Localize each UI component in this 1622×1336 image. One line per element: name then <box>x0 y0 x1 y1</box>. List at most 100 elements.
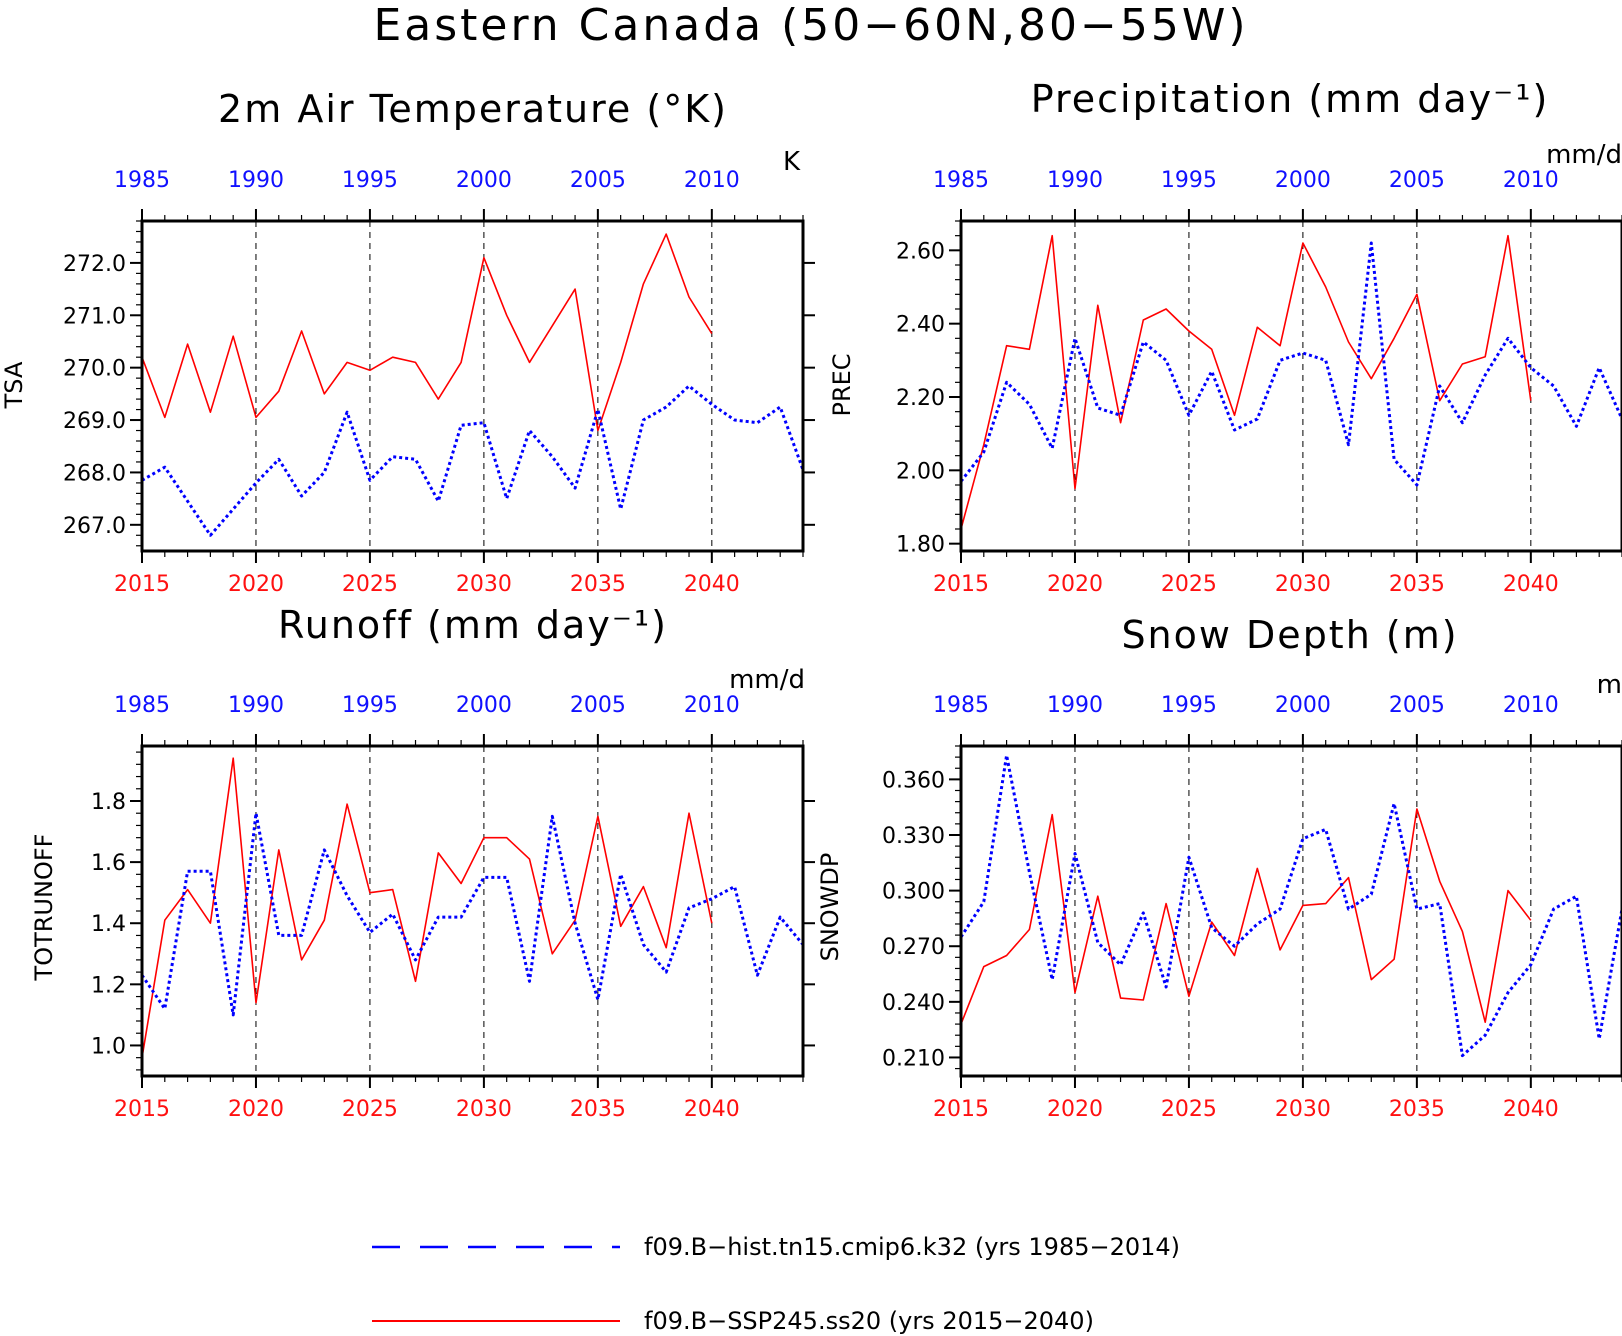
y-tick-label: 0.210 <box>882 1046 945 1071</box>
x-tick-label-top: 1995 <box>342 168 398 193</box>
x-tick-label-bottom: 2040 <box>684 1097 740 1122</box>
x-tick-label-top: 2005 <box>1389 693 1445 718</box>
panel-air-temperature: 2m Air Temperature (°K) K TSA 267.0 268.0… <box>0 87 815 597</box>
legend: f09.B−hist.tn15.cmip6.k32 (yrs 1985−2014… <box>372 1233 1180 1335</box>
x-tick-label-bottom: 2025 <box>342 572 398 597</box>
panel-title: Runoff (mm day⁻¹) <box>278 603 668 647</box>
y-tick-label: 267.0 <box>63 514 126 539</box>
x-tick-label-top: 1985 <box>933 693 989 718</box>
panel-precipitation: Precipitation (mm day⁻¹) mm/d PREC 1.80 2… <box>828 77 1622 597</box>
x-tick-label-bottom: 2035 <box>1389 572 1445 597</box>
y-tick-label: 2.60 <box>896 239 945 264</box>
y-tick-label: 1.80 <box>896 533 945 558</box>
series-hist-line <box>959 753 1622 1058</box>
y-tick-label: 1.0 <box>91 1034 126 1059</box>
x-tick-label-bottom: 2030 <box>456 572 512 597</box>
x-tick-label-bottom: 2025 <box>342 1097 398 1122</box>
y-tick-label: 0.300 <box>882 880 945 905</box>
y-axis-label: SNOWDP <box>816 853 844 962</box>
plot-frame <box>140 744 805 1078</box>
x-tick-label-bottom: 2015 <box>114 1097 170 1122</box>
x-tick-label-top: 2010 <box>1503 693 1559 718</box>
panel-title: 2m Air Temperature (°K) <box>218 87 728 131</box>
y-tick-label: 0.270 <box>882 935 945 960</box>
y-tick-label: 2.00 <box>896 459 945 484</box>
x-tick-label-bottom: 2025 <box>1161 572 1217 597</box>
x-tick-label-bottom: 2020 <box>1047 572 1103 597</box>
figure-title: Eastern Canada (50−60N,80−55W) <box>373 0 1248 51</box>
y-axis-label: TOTRUNOFF <box>30 834 58 982</box>
series-ssp-line <box>960 808 1532 1025</box>
y-axis-label: PREC <box>828 353 856 416</box>
x-tick-label-bottom: 2040 <box>1503 1097 1559 1122</box>
x-tick-label-top: 2005 <box>570 168 626 193</box>
x-tick-label-top: 1990 <box>1047 168 1103 193</box>
x-tick-label-bottom: 2030 <box>456 1097 512 1122</box>
series-ssp-line <box>141 757 713 1058</box>
x-tick-label-top: 2005 <box>570 693 626 718</box>
y-tick-label: 0.360 <box>882 768 945 793</box>
x-tick-label-bottom: 2035 <box>570 572 626 597</box>
units-label: mm/d <box>1546 140 1622 170</box>
x-tick-label-top: 2010 <box>1503 168 1559 193</box>
x-tick-label-top: 1990 <box>228 168 284 193</box>
x-tick-label-top: 1990 <box>228 693 284 718</box>
x-tick-label-top: 1985 <box>933 168 989 193</box>
x-tick-label-bottom: 2020 <box>228 572 284 597</box>
x-tick-label-top: 1985 <box>114 168 170 193</box>
legend-label-hist: f09.B−hist.tn15.cmip6.k32 (yrs 1985−2014… <box>644 1233 1180 1261</box>
series-hist-line <box>141 384 805 537</box>
y-tick-label: 1.4 <box>91 912 126 937</box>
y-tick-label: 1.8 <box>91 790 126 815</box>
plot-frame <box>140 219 805 553</box>
x-tick-label-bottom: 2025 <box>1161 1097 1217 1122</box>
plot-frame <box>959 219 1622 553</box>
x-tick-label-bottom: 2040 <box>684 572 740 597</box>
panel-snow-depth: Snow Depth (m) m SNOWDP 0.210 0.240 0.270 0… <box>816 613 1622 1122</box>
y-tick-label: 270.0 <box>63 357 126 382</box>
x-tick-label-top: 2000 <box>1275 168 1331 193</box>
x-tick-label-top: 2005 <box>1389 168 1445 193</box>
units-label: K <box>783 147 801 177</box>
x-tick-label-top: 1995 <box>342 693 398 718</box>
panel-title: Snow Depth (m) <box>1121 613 1458 657</box>
y-axis-label: TSA <box>0 361 28 409</box>
y-tick-label: 271.0 <box>63 304 126 329</box>
y-tick-label: 2.40 <box>896 313 945 338</box>
y-tick-label: 2.20 <box>896 386 945 411</box>
x-tick-label-top: 2010 <box>684 168 740 193</box>
x-tick-label-top: 1985 <box>114 693 170 718</box>
x-tick-label-bottom: 2015 <box>114 572 170 597</box>
x-tick-label-top: 2000 <box>456 693 512 718</box>
x-tick-label-bottom: 2040 <box>1503 572 1559 597</box>
y-tick-label: 1.2 <box>91 973 126 998</box>
y-tick-label: 0.330 <box>882 824 945 849</box>
x-tick-label-top: 1995 <box>1161 693 1217 718</box>
x-tick-label-top: 1990 <box>1047 693 1103 718</box>
units-label: mm/d <box>729 665 805 695</box>
x-tick-label-bottom: 2035 <box>1389 1097 1445 1122</box>
x-tick-label-bottom: 2035 <box>570 1097 626 1122</box>
x-tick-label-top: 2000 <box>1275 693 1331 718</box>
panel-title: Precipitation (mm day⁻¹) <box>1031 77 1550 121</box>
x-tick-label-top: 2010 <box>684 693 740 718</box>
y-tick-label: 0.240 <box>882 991 945 1016</box>
x-tick-label-bottom: 2030 <box>1275 572 1331 597</box>
x-tick-label-bottom: 2020 <box>1047 1097 1103 1122</box>
series-hist-line <box>959 241 1622 487</box>
x-tick-label-top: 1995 <box>1161 168 1217 193</box>
x-tick-label-bottom: 2020 <box>228 1097 284 1122</box>
x-tick-label-bottom: 2015 <box>933 572 989 597</box>
legend-label-ssp: f09.B−SSP245.ss20 (yrs 2015−2040) <box>644 1307 1094 1335</box>
units-label: m <box>1597 670 1622 700</box>
y-tick-label: 269.0 <box>63 409 126 434</box>
y-tick-label: 272.0 <box>63 252 126 277</box>
series-ssp-line <box>141 233 713 432</box>
series-ssp-line <box>960 234 1532 530</box>
x-tick-label-top: 2000 <box>456 168 512 193</box>
panel-runoff: Runoff (mm day⁻¹) mm/d TOTRUNOFF 1.0 1.2 1… <box>30 603 815 1122</box>
x-tick-label-bottom: 2015 <box>933 1097 989 1122</box>
y-tick-label: 268.0 <box>63 461 126 486</box>
x-tick-label-bottom: 2030 <box>1275 1097 1331 1122</box>
